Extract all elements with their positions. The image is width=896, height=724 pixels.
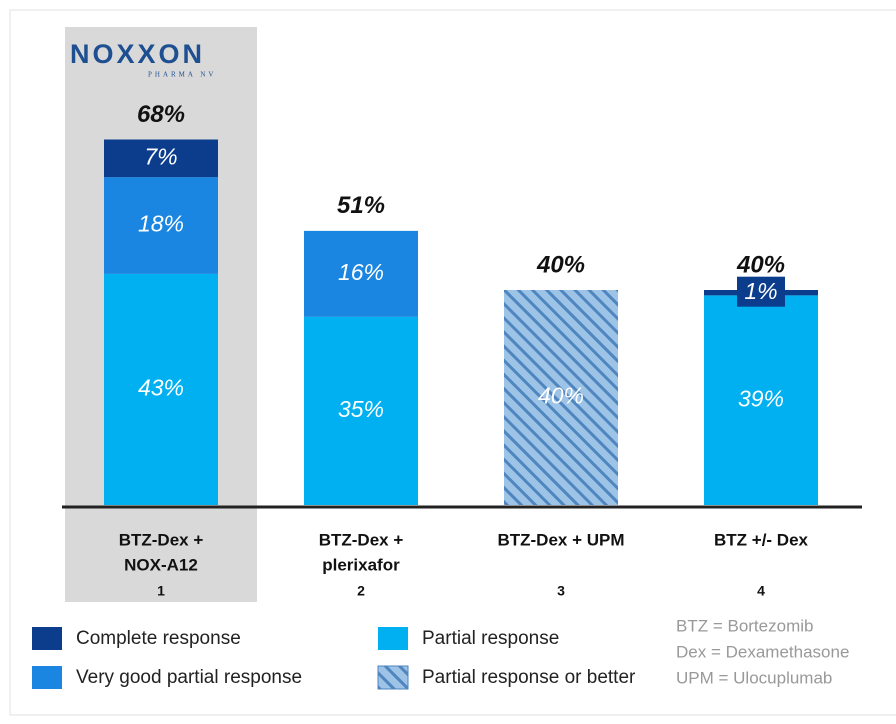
category-label: BTZ-Dex + UPM bbox=[497, 530, 624, 549]
bar-segment bbox=[104, 139, 218, 178]
value-label: 43% bbox=[138, 375, 184, 401]
legend-label: Complete response bbox=[76, 628, 241, 649]
value-label: 1% bbox=[744, 278, 777, 304]
total-label: 51% bbox=[337, 192, 385, 219]
total-label: 68% bbox=[137, 101, 185, 128]
group-number: 3 bbox=[557, 583, 565, 599]
logo-sub: PHARMA NV bbox=[148, 71, 216, 79]
legend-label: Partial response bbox=[422, 628, 559, 649]
value-label: 7% bbox=[144, 143, 177, 169]
total-label: 40% bbox=[736, 251, 785, 278]
legend-swatch bbox=[377, 665, 409, 690]
category-label: BTZ-Dex + bbox=[119, 530, 204, 549]
bar-segment bbox=[104, 177, 218, 274]
value-label: 18% bbox=[138, 211, 184, 237]
total-label: 40% bbox=[536, 251, 585, 278]
group-number: 2 bbox=[357, 583, 365, 599]
value-label: 40% bbox=[538, 383, 584, 409]
category-label: plerixafor bbox=[322, 555, 400, 574]
legend-swatch bbox=[32, 666, 62, 689]
bar-segment bbox=[504, 290, 618, 505]
legend-swatch bbox=[32, 627, 62, 650]
bar-segment bbox=[704, 295, 818, 505]
bar-segment bbox=[104, 273, 218, 505]
category-label: BTZ-Dex + bbox=[319, 530, 404, 549]
note: Dex = Dexamethasone bbox=[676, 642, 849, 661]
note: BTZ = Bortezomib bbox=[676, 616, 813, 635]
group-number: 4 bbox=[757, 583, 765, 599]
value-label: 39% bbox=[738, 385, 784, 411]
value-label: 16% bbox=[338, 259, 384, 285]
category-label: NOX-A12 bbox=[124, 555, 198, 574]
bar-segment bbox=[304, 316, 418, 505]
legend-swatch bbox=[378, 627, 408, 650]
label-box bbox=[737, 276, 785, 307]
legend-label: Partial response or better bbox=[422, 667, 636, 688]
value-label: 35% bbox=[338, 396, 384, 422]
note: UPM = Ulocuplumab bbox=[676, 668, 832, 687]
logo: NOXXON bbox=[70, 39, 205, 69]
category-label: BTZ +/- Dex bbox=[714, 530, 809, 549]
group-number: 1 bbox=[157, 583, 165, 599]
legend-label: Very good partial response bbox=[76, 667, 302, 688]
bar-segment bbox=[304, 230, 418, 317]
